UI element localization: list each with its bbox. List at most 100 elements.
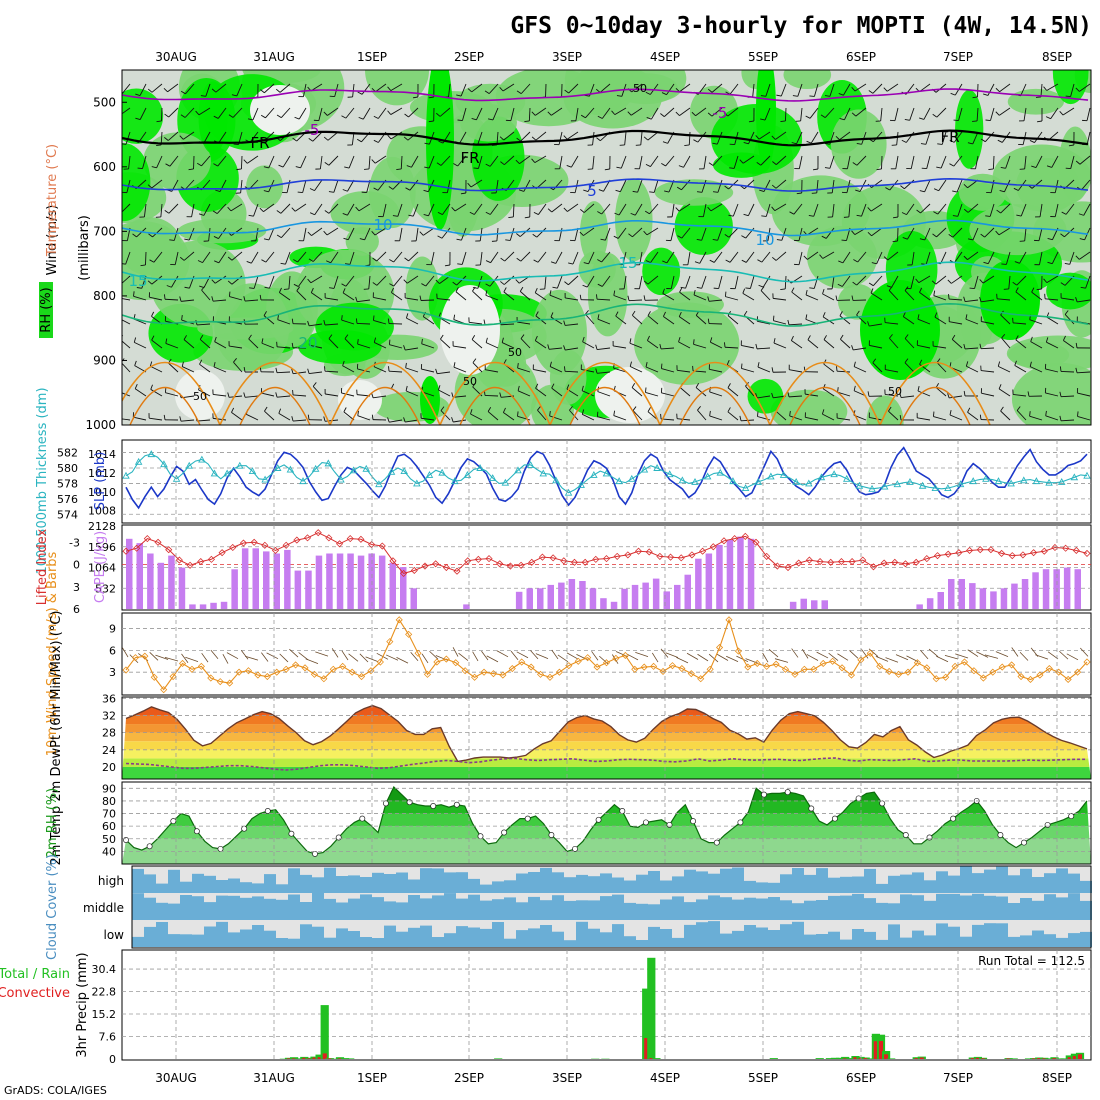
li-marker [965, 546, 974, 555]
pressure-tick-label: 1000 [85, 418, 116, 432]
wind-barb-feather [856, 142, 862, 145]
thickness-marker [944, 484, 952, 492]
wind-barb [903, 316, 915, 325]
wind-barb [473, 203, 483, 215]
wind-barb-feather [503, 359, 507, 365]
wind-barb [856, 155, 867, 166]
cloud-cell [180, 881, 192, 893]
wind-barb-feather [821, 235, 827, 239]
cloud-cell [456, 926, 468, 947]
wind-barb [998, 388, 1011, 397]
wind-barb-10m [726, 655, 739, 662]
wind-barb-feather [563, 345, 566, 351]
wind-barb-feather [743, 142, 749, 145]
wind-barb [981, 370, 995, 373]
wind-barb-feather [213, 362, 216, 368]
thickness-marker [387, 467, 396, 475]
wind-barb-feather [537, 406, 541, 411]
wind-barb [1045, 415, 1059, 421]
wind-speed-marker [235, 668, 243, 676]
wind-barb [324, 370, 339, 373]
wind-speed-marker [791, 670, 799, 678]
wind-barb [421, 417, 435, 421]
wind-barb-10m [626, 653, 639, 661]
wind-barb-feather [997, 139, 1003, 143]
precip-total-bar [846, 1058, 855, 1059]
rh-moist-blob [860, 280, 940, 380]
wind-barb [992, 155, 995, 170]
wind-barb-feather [852, 281, 857, 286]
wind-barb-feather [264, 406, 268, 412]
wind-barb-feather [199, 285, 205, 288]
wind-barb-feather [919, 190, 925, 193]
wind-barb [1030, 341, 1043, 349]
wind-barb-feather [149, 259, 155, 263]
thickness-slp-lines [122, 446, 1091, 510]
wind-barb-feather [595, 368, 598, 374]
wind-barb [972, 227, 979, 241]
wind-barb [762, 275, 771, 288]
wind-barb [774, 203, 787, 212]
wind-barb-feather [436, 162, 442, 166]
wind-barb-feather [516, 257, 522, 262]
li-marker [602, 555, 611, 563]
thickness-marker [982, 474, 990, 482]
wind-barb-feather [342, 189, 348, 192]
cloud-cell [264, 930, 276, 947]
lifted-index-line [122, 529, 1091, 577]
wind-speed-marker [847, 671, 856, 679]
wind-barb [581, 369, 595, 373]
wind-barb [349, 251, 355, 265]
thickness-marker [476, 464, 484, 471]
wind-barb [693, 294, 707, 301]
li-marker [271, 546, 280, 555]
wind-barb [757, 395, 771, 399]
cloud-cell [468, 927, 480, 947]
wind-barb-feather [695, 383, 700, 388]
cloud-cell [840, 876, 852, 893]
wind-barb-10m [222, 654, 229, 664]
wind-barb [588, 251, 595, 265]
wind-speed-marker [518, 658, 526, 666]
li-marker [795, 559, 803, 567]
wind-barb-feather [227, 256, 233, 261]
wind-barb [582, 341, 595, 349]
wind-barb [489, 155, 499, 167]
wind-barb [613, 367, 627, 373]
wind-speed-marker [178, 659, 187, 668]
wind-barb [934, 316, 947, 325]
wind-barb-feather [324, 210, 330, 214]
li-marker [763, 552, 771, 560]
cloud-cell [804, 934, 816, 947]
wind-barb [133, 416, 147, 421]
cape-bar [336, 553, 344, 609]
cloud-cell [912, 872, 924, 893]
wind-barb-10m [298, 652, 309, 661]
wind-barb [167, 131, 179, 141]
rh-blob [1046, 272, 1091, 310]
wind-barb [122, 275, 131, 284]
wind-speed-marker [744, 663, 752, 671]
wind-barb-feather [518, 189, 524, 192]
wind-barb [510, 107, 515, 121]
wind-barb-feather [760, 118, 766, 121]
cloud-cell [876, 902, 888, 920]
wind-barb [713, 251, 723, 263]
cloud-cell [396, 902, 408, 920]
wind-speed-marker [763, 662, 771, 670]
cloud-cell [540, 867, 552, 893]
cloud-cell [720, 933, 732, 947]
wind-barb [1050, 107, 1059, 119]
wind-barb-feather [387, 417, 390, 423]
precip-convective-bar [307, 1058, 312, 1059]
wind-barb-feather [403, 345, 406, 351]
wind-barb-feather [403, 136, 409, 141]
wind-barb [981, 321, 995, 325]
wind-speed-marker [989, 668, 997, 676]
wind-barb-feather [406, 165, 412, 168]
wind-barb [789, 415, 803, 421]
wind-barb-feather [307, 278, 312, 284]
wind-barb [1005, 155, 1011, 169]
